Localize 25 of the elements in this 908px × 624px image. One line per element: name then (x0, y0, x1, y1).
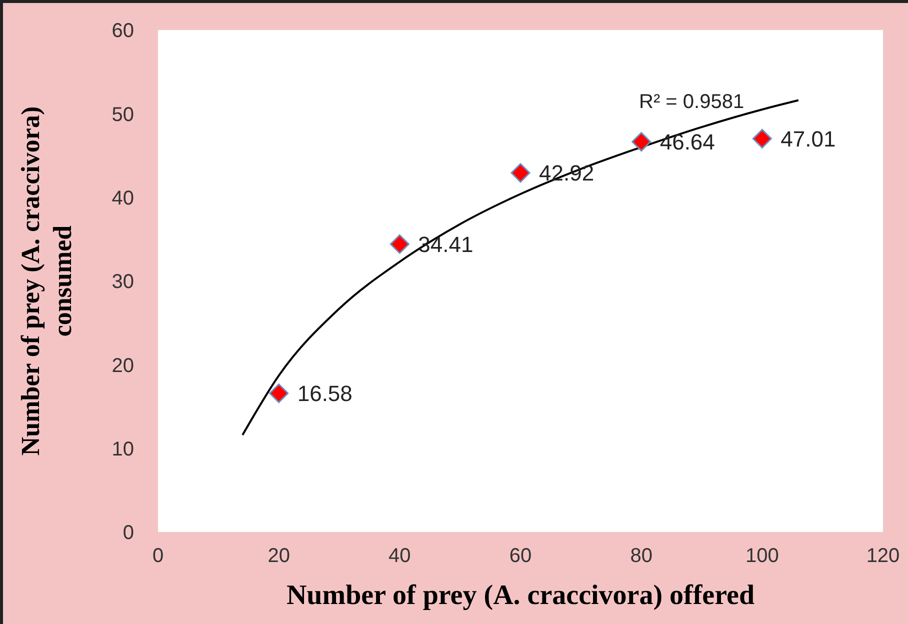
data-label: 46.64 (660, 130, 715, 155)
point (390, 234, 410, 254)
x-tick-label: 0 (152, 545, 164, 568)
data-label: 16.58 (297, 381, 352, 406)
annotation: R² = 0.9581 (639, 91, 744, 114)
y-tick-label: 10 (112, 438, 134, 460)
x-tick-label: 80 (630, 545, 652, 568)
y-axis-title: Number of prey (A. craccivora) consumed (16, 106, 77, 456)
point (269, 384, 289, 404)
x-tick-label: 60 (509, 545, 532, 568)
x-tick-label: 40 (388, 545, 411, 568)
y-tick-label: 40 (112, 187, 134, 210)
x-tick-label: 100 (745, 545, 779, 568)
y-tick-label: 60 (112, 20, 134, 42)
x-axis-title: Number of prey (A. craccivora) offered (286, 580, 755, 611)
point (632, 132, 652, 152)
y-tick-label: 0 (122, 522, 134, 544)
data-label: 47.01 (780, 126, 836, 152)
y-tick-label: 50 (112, 104, 134, 126)
point (752, 128, 772, 148)
point (510, 163, 530, 183)
y-tick-label: 30 (112, 271, 134, 294)
x-tick-label: 120 (866, 545, 900, 568)
y-tick-label: 20 (112, 354, 134, 377)
x-tick-label: 20 (268, 545, 290, 568)
